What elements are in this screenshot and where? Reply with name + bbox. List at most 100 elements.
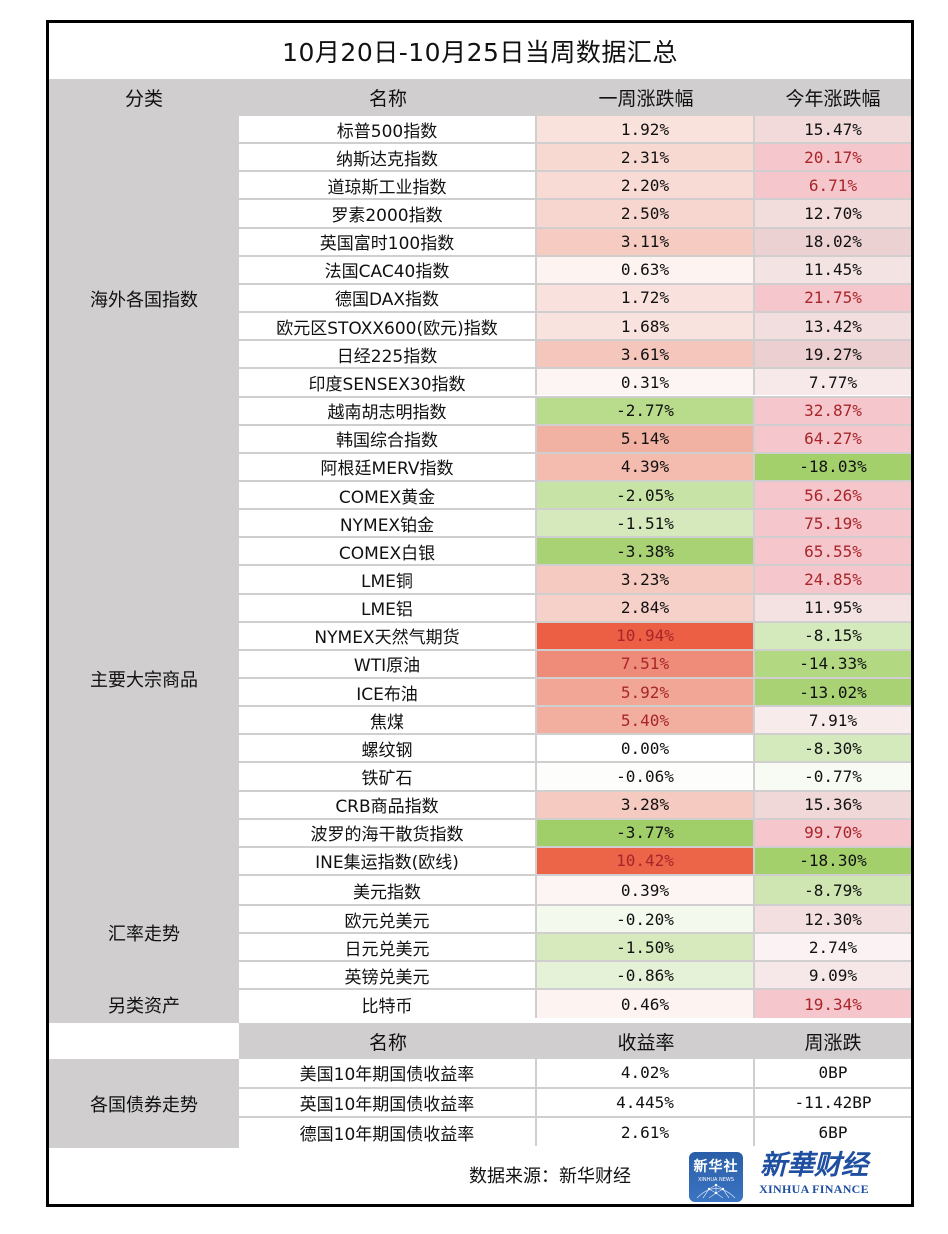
row-name: CRB商品指数 xyxy=(239,791,537,818)
bond-change-value: 6BP xyxy=(755,1118,911,1147)
year-change-value: 11.95% xyxy=(755,594,911,621)
row-name: LME铝 xyxy=(239,594,537,621)
year-change-value: 11.45% xyxy=(755,256,911,283)
year-change-value: 75.19% xyxy=(755,510,911,537)
year-change-value: -8.30% xyxy=(755,735,911,762)
week-change-value: -1.50% xyxy=(537,934,755,961)
bond-row: 德国10年期国债收益率 2.61% 6BP xyxy=(239,1116,911,1147)
row-name: LME铜 xyxy=(239,566,537,593)
xinhua-news-logo-cn: 新华社 xyxy=(693,1159,739,1175)
bond-yield-value: 2.61% xyxy=(537,1118,755,1147)
year-change-value: 99.70% xyxy=(755,819,911,846)
year-change-value: 64.27% xyxy=(755,425,911,452)
week-change-value: 2.84% xyxy=(537,594,755,621)
bond-header-name: 名称 xyxy=(368,1031,407,1054)
week-change-value: 1.72% xyxy=(537,284,755,312)
row-name: COMEX黄金 xyxy=(239,481,537,509)
week-change-value: -0.20% xyxy=(537,906,755,933)
table-row: 道琼斯工业指数 2.20% 6.71% xyxy=(239,170,911,199)
row-name: 阿根廷MERV指数 xyxy=(239,453,537,480)
week-change-value: 5.92% xyxy=(537,679,755,706)
table-row: NYMEX天然气期货 10.94% -8.15% xyxy=(239,620,911,649)
row-name: 日元兑美元 xyxy=(239,934,537,961)
table-row: CRB商品指数 3.28% 15.36% xyxy=(239,789,911,818)
category-label: 另类资产 xyxy=(108,996,180,1018)
week-change-value: -0.86% xyxy=(537,962,755,989)
year-change-value: 9.09% xyxy=(755,962,911,989)
table-row: 美元指数 0.39% -8.79% xyxy=(239,874,911,905)
table-row: WTI原油 7.51% -14.33% xyxy=(239,648,911,677)
table-row: ICE布油 5.92% -13.02% xyxy=(239,677,911,706)
week-change-value: 5.14% xyxy=(537,425,755,452)
table-row: 英国富时100指数 3.11% 18.02% xyxy=(239,226,911,255)
table-row: NYMEX铂金 -1.51% 75.19% xyxy=(239,508,911,537)
table-row: 英镑兑美元 -0.86% 9.09% xyxy=(239,960,911,989)
row-name: 美元指数 xyxy=(239,876,537,905)
week-change-value: -0.06% xyxy=(537,763,755,790)
year-change-value: 20.17% xyxy=(755,144,911,171)
bond-yield-value: 4.02% xyxy=(537,1059,755,1087)
year-change-value: 6.71% xyxy=(755,172,911,199)
table-row: 纳斯达克指数 2.31% 20.17% xyxy=(239,142,911,171)
week-change-value: 0.63% xyxy=(537,256,755,283)
table-row: 阿根廷MERV指数 4.39% -18.03% xyxy=(239,451,911,480)
week-change-value: 4.39% xyxy=(537,453,755,480)
week-change-value: 2.31% xyxy=(537,144,755,171)
year-change-value: 56.26% xyxy=(755,481,911,509)
bond-yield-value: 4.445% xyxy=(537,1088,755,1117)
row-name: 欧元区STOXX600(欧元)指数 xyxy=(239,313,537,340)
year-change-value: 15.36% xyxy=(755,791,911,818)
row-name: 英国富时100指数 xyxy=(239,228,537,255)
year-change-value: 13.42% xyxy=(755,313,911,340)
bond-header-yield: 收益率 xyxy=(617,1031,675,1054)
bond-header-change: 周涨跌 xyxy=(804,1031,862,1054)
row-name: 标普500指数 xyxy=(239,116,537,143)
week-change-value: 1.92% xyxy=(537,116,755,143)
week-change-value: 3.61% xyxy=(537,341,755,368)
year-change-value: -18.30% xyxy=(755,847,911,875)
source-text: 数据来源：新华财经 xyxy=(469,1166,631,1187)
row-name: 道琼斯工业指数 xyxy=(239,172,537,199)
year-change-value: 12.30% xyxy=(755,906,911,933)
year-change-value: 7.77% xyxy=(755,369,911,396)
row-name: 纳斯达克指数 xyxy=(239,144,537,171)
table-row: 越南胡志明指数 -2.77% 32.87% xyxy=(239,395,911,424)
table-row: 比特币 0.46% 19.34% xyxy=(239,988,911,1019)
year-change-value: 7.91% xyxy=(755,707,911,734)
year-change-value: 21.75% xyxy=(755,284,911,312)
row-name: 螺纹钢 xyxy=(239,735,537,762)
table-row: 铁矿石 -0.06% -0.77% xyxy=(239,761,911,790)
row-name: 欧元兑美元 xyxy=(239,906,537,933)
table-row: 罗素2000指数 2.50% 12.70% xyxy=(239,198,911,227)
row-name: ICE布油 xyxy=(239,679,537,706)
header-name: 名称 xyxy=(368,88,407,110)
bond-category-cell: 各国债券走势 xyxy=(49,1059,239,1148)
table-row: 印度SENSEX30指数 0.31% 7.77% xyxy=(239,367,911,396)
page-title: 10月20日-10月25日当周数据汇总 xyxy=(282,38,678,67)
row-name: 印度SENSEX30指数 xyxy=(239,369,537,396)
xinhua-finance-logo-cn: 新華财经 xyxy=(760,1150,868,1181)
bond-change-value: 0BP xyxy=(755,1059,911,1087)
category-label: 汇率走势 xyxy=(108,924,180,946)
table-row: 法国CAC40指数 0.63% 11.45% xyxy=(239,254,911,283)
bond-change-value: -11.42BP xyxy=(755,1088,911,1117)
year-change-value: 32.87% xyxy=(755,397,911,424)
week-change-value: 2.20% xyxy=(537,172,755,199)
bond-category-label: 各国债券走势 xyxy=(90,1094,198,1116)
week-change-value: 10.94% xyxy=(537,622,755,649)
footer: 数据来源：新华财经 新华社 XINHUA NEWS 新華财经 XINHUA FI… xyxy=(49,1148,911,1204)
table-row: LME铜 3.23% 24.85% xyxy=(239,564,911,593)
row-name: NYMEX铂金 xyxy=(239,510,537,537)
year-change-value: 65.55% xyxy=(755,538,911,565)
header-category: 分类 xyxy=(124,88,163,110)
row-name: 英镑兑美元 xyxy=(239,962,537,989)
year-change-value: 19.34% xyxy=(755,990,911,1019)
year-change-value: -8.79% xyxy=(755,876,911,905)
week-change-value: 1.68% xyxy=(537,313,755,340)
year-change-value: -8.15% xyxy=(755,622,911,649)
year-change-value: -0.77% xyxy=(755,763,911,790)
table-row: 波罗的海干散货指数 -3.77% 99.70% xyxy=(239,817,911,846)
category-column: 海外各国指数 主要大宗商品 汇率走势 另类资产 xyxy=(49,116,239,1023)
week-change-value: 0.00% xyxy=(537,735,755,762)
row-name: 法国CAC40指数 xyxy=(239,256,537,283)
